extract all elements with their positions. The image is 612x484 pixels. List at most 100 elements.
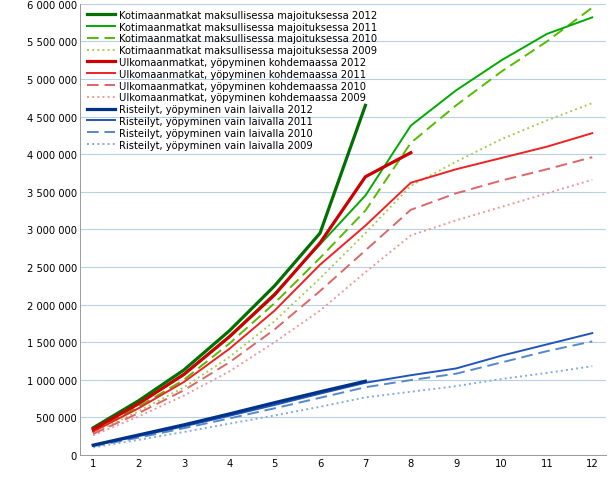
Kotimaanmatkat maksullisessa majoituksessa 2011 xyxy=(181,371,188,377)
Kotimaanmatkat maksullisessa majoituksessa 2012 xyxy=(226,328,233,334)
Ulkomaanmatkat, yöpyminen kohdemaassa 2010 xyxy=(543,167,551,173)
Ulkomaanmatkat, yöpyminen kohdemaassa 2010 xyxy=(362,248,369,254)
Ulkomaanmatkat, yöpyminen kohdemaassa 2012 xyxy=(135,401,142,407)
Risteilyt, yöpyminen vain laivalla 2011 xyxy=(589,331,596,336)
Risteilyt, yöpyminen vain laivalla 2009 xyxy=(407,389,414,395)
Legend: Kotimaanmatkat maksullisessa majoituksessa 2012, Kotimaanmatkat maksullisessa ma: Kotimaanmatkat maksullisessa majoitukses… xyxy=(87,11,378,150)
Ulkomaanmatkat, yöpyminen kohdemaassa 2009 xyxy=(407,233,414,239)
Risteilyt, yöpyminen vain laivalla 2009 xyxy=(362,394,369,400)
Kotimaanmatkat maksullisessa majoituksessa 2009 xyxy=(407,183,414,189)
Kotimaanmatkat maksullisessa majoituksessa 2010 xyxy=(89,428,97,434)
Risteilyt, yöpyminen vain laivalla 2012 xyxy=(135,432,142,438)
Kotimaanmatkat maksullisessa majoituksessa 2012 xyxy=(181,367,188,373)
Ulkomaanmatkat, yöpyminen kohdemaassa 2009 xyxy=(543,191,551,197)
Ulkomaanmatkat, yöpyminen kohdemaassa 2011 xyxy=(589,131,596,137)
Kotimaanmatkat maksullisessa majoituksessa 2010 xyxy=(135,404,142,410)
Kotimaanmatkat maksullisessa majoituksessa 2011 xyxy=(452,88,460,94)
Kotimaanmatkat maksullisessa majoituksessa 2011 xyxy=(226,333,233,339)
Line: Risteilyt, yöpyminen vain laivalla 2012: Risteilyt, yöpyminen vain laivalla 2012 xyxy=(93,381,365,445)
Risteilyt, yöpyminen vain laivalla 2009 xyxy=(181,429,188,435)
Ulkomaanmatkat, yöpyminen kohdemaassa 2010 xyxy=(181,388,188,393)
Line: Ulkomaanmatkat, yöpyminen kohdemaassa 2009: Ulkomaanmatkat, yöpyminen kohdemaassa 20… xyxy=(93,181,592,436)
Ulkomaanmatkat, yöpyminen kohdemaassa 2009 xyxy=(316,308,324,314)
Line: Kotimaanmatkat maksullisessa majoituksessa 2009: Kotimaanmatkat maksullisessa majoitukses… xyxy=(93,104,592,433)
Risteilyt, yöpyminen vain laivalla 2011 xyxy=(362,380,369,386)
Risteilyt, yöpyminen vain laivalla 2010 xyxy=(543,348,551,354)
Risteilyt, yöpyminen vain laivalla 2009 xyxy=(316,404,324,410)
Ulkomaanmatkat, yöpyminen kohdemaassa 2011 xyxy=(181,379,188,385)
Risteilyt, yöpyminen vain laivalla 2009 xyxy=(226,421,233,427)
Kotimaanmatkat maksullisessa majoituksessa 2012 xyxy=(135,398,142,404)
Risteilyt, yöpyminen vain laivalla 2010 xyxy=(316,395,324,401)
Ulkomaanmatkat, yöpyminen kohdemaassa 2011 xyxy=(362,223,369,229)
Ulkomaanmatkat, yöpyminen kohdemaassa 2009 xyxy=(226,369,233,375)
Kotimaanmatkat maksullisessa majoituksessa 2011 xyxy=(498,58,505,64)
Line: Ulkomaanmatkat, yöpyminen kohdemaassa 2012: Ulkomaanmatkat, yöpyminen kohdemaassa 20… xyxy=(93,153,411,429)
Risteilyt, yöpyminen vain laivalla 2011 xyxy=(135,433,142,439)
Ulkomaanmatkat, yöpyminen kohdemaassa 2009 xyxy=(271,340,278,346)
Ulkomaanmatkat, yöpyminen kohdemaassa 2009 xyxy=(181,393,188,399)
Kotimaanmatkat maksullisessa majoituksessa 2009 xyxy=(543,118,551,124)
Ulkomaanmatkat, yöpyminen kohdemaassa 2011 xyxy=(498,156,505,162)
Ulkomaanmatkat, yöpyminen kohdemaassa 2012 xyxy=(181,372,188,378)
Kotimaanmatkat maksullisessa majoituksessa 2009 xyxy=(271,318,278,324)
Risteilyt, yöpyminen vain laivalla 2011 xyxy=(543,342,551,348)
Kotimaanmatkat maksullisessa majoituksessa 2010 xyxy=(407,141,414,147)
Kotimaanmatkat maksullisessa majoituksessa 2012 xyxy=(271,283,278,289)
Risteilyt, yöpyminen vain laivalla 2011 xyxy=(271,402,278,408)
Risteilyt, yöpyminen vain laivalla 2010 xyxy=(89,443,97,449)
Kotimaanmatkat maksullisessa majoituksessa 2011 xyxy=(89,426,97,432)
Ulkomaanmatkat, yöpyminen kohdemaassa 2012 xyxy=(89,426,97,432)
Ulkomaanmatkat, yöpyminen kohdemaassa 2012 xyxy=(316,241,324,246)
Ulkomaanmatkat, yöpyminen kohdemaassa 2011 xyxy=(543,145,551,151)
Ulkomaanmatkat, yöpyminen kohdemaassa 2010 xyxy=(226,360,233,365)
Kotimaanmatkat maksullisessa majoituksessa 2009 xyxy=(316,276,324,282)
Ulkomaanmatkat, yöpyminen kohdemaassa 2010 xyxy=(135,410,142,416)
Ulkomaanmatkat, yöpyminen kohdemaassa 2009 xyxy=(89,433,97,439)
Risteilyt, yöpyminen vain laivalla 2010 xyxy=(181,425,188,431)
Kotimaanmatkat maksullisessa majoituksessa 2009 xyxy=(89,430,97,436)
Kotimaanmatkat maksullisessa majoituksessa 2012 xyxy=(89,425,97,431)
Kotimaanmatkat maksullisessa majoituksessa 2010 xyxy=(452,103,460,109)
Kotimaanmatkat maksullisessa majoituksessa 2010 xyxy=(181,377,188,383)
Risteilyt, yöpyminen vain laivalla 2011 xyxy=(452,366,460,372)
Risteilyt, yöpyminen vain laivalla 2010 xyxy=(226,416,233,422)
Risteilyt, yöpyminen vain laivalla 2010 xyxy=(271,406,278,411)
Risteilyt, yöpyminen vain laivalla 2009 xyxy=(498,376,505,382)
Ulkomaanmatkat, yöpyminen kohdemaassa 2012 xyxy=(407,151,414,156)
Kotimaanmatkat maksullisessa majoituksessa 2011 xyxy=(589,15,596,21)
Ulkomaanmatkat, yöpyminen kohdemaassa 2009 xyxy=(135,414,142,420)
Ulkomaanmatkat, yöpyminen kohdemaassa 2010 xyxy=(498,178,505,184)
Ulkomaanmatkat, yöpyminen kohdemaassa 2012 xyxy=(362,175,369,181)
Ulkomaanmatkat, yöpyminen kohdemaassa 2011 xyxy=(89,429,97,435)
Risteilyt, yöpyminen vain laivalla 2012 xyxy=(226,411,233,417)
Ulkomaanmatkat, yöpyminen kohdemaassa 2012 xyxy=(226,334,233,340)
Ulkomaanmatkat, yöpyminen kohdemaassa 2009 xyxy=(452,218,460,224)
Risteilyt, yöpyminen vain laivalla 2011 xyxy=(407,373,414,378)
Kotimaanmatkat maksullisessa majoituksessa 2009 xyxy=(452,160,460,166)
Kotimaanmatkat maksullisessa majoituksessa 2010 xyxy=(316,256,324,261)
Kotimaanmatkat maksullisessa majoituksessa 2012 xyxy=(316,231,324,237)
Risteilyt, yöpyminen vain laivalla 2011 xyxy=(498,353,505,359)
Line: Risteilyt, yöpyminen vain laivalla 2010: Risteilyt, yöpyminen vain laivalla 2010 xyxy=(93,342,592,446)
Ulkomaanmatkat, yöpyminen kohdemaassa 2010 xyxy=(271,327,278,333)
Ulkomaanmatkat, yöpyminen kohdemaassa 2010 xyxy=(89,431,97,437)
Risteilyt, yöpyminen vain laivalla 2012 xyxy=(181,422,188,428)
Kotimaanmatkat maksullisessa majoituksessa 2010 xyxy=(226,341,233,347)
Kotimaanmatkat maksullisessa majoituksessa 2009 xyxy=(589,101,596,107)
Risteilyt, yöpyminen vain laivalla 2010 xyxy=(135,435,142,440)
Ulkomaanmatkat, yöpyminen kohdemaassa 2011 xyxy=(316,262,324,268)
Kotimaanmatkat maksullisessa majoituksessa 2010 xyxy=(271,301,278,306)
Risteilyt, yöpyminen vain laivalla 2011 xyxy=(316,391,324,397)
Kotimaanmatkat maksullisessa majoituksessa 2009 xyxy=(226,354,233,360)
Ulkomaanmatkat, yöpyminen kohdemaassa 2011 xyxy=(135,406,142,411)
Risteilyt, yöpyminen vain laivalla 2010 xyxy=(407,378,414,383)
Kotimaanmatkat maksullisessa majoituksessa 2011 xyxy=(316,242,324,248)
Kotimaanmatkat maksullisessa majoituksessa 2010 xyxy=(362,208,369,214)
Risteilyt, yöpyminen vain laivalla 2010 xyxy=(452,371,460,377)
Ulkomaanmatkat, yöpyminen kohdemaassa 2012 xyxy=(271,292,278,298)
Kotimaanmatkat maksullisessa majoituksessa 2011 xyxy=(271,291,278,297)
Line: Kotimaanmatkat maksullisessa majoituksessa 2012: Kotimaanmatkat maksullisessa majoitukses… xyxy=(93,106,365,428)
Ulkomaanmatkat, yöpyminen kohdemaassa 2009 xyxy=(498,204,505,210)
Ulkomaanmatkat, yöpyminen kohdemaassa 2010 xyxy=(589,155,596,161)
